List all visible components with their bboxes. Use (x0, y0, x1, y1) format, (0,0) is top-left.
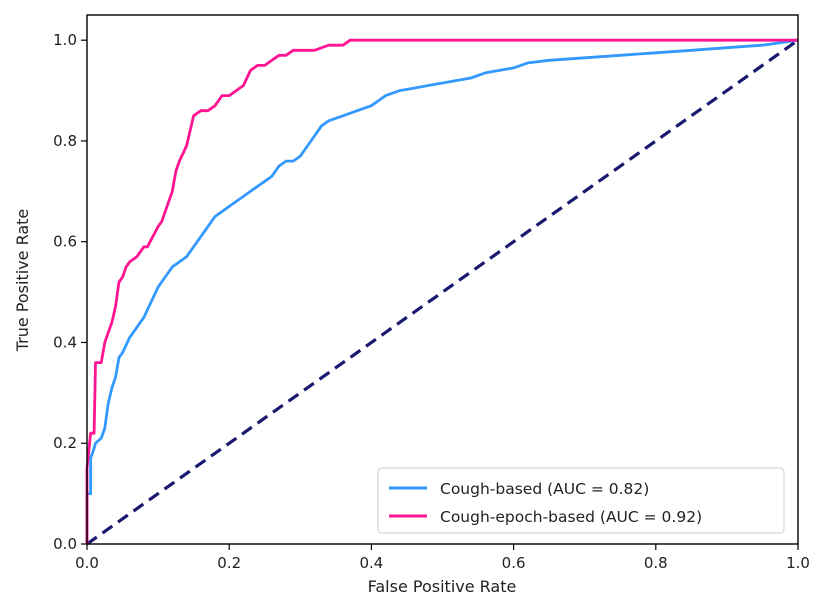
x-tick-label: 0.0 (75, 554, 99, 572)
legend: Cough-based (AUC = 0.82) Cough-epoch-bas… (377, 467, 785, 534)
y-tick-label: 0.6 (53, 233, 77, 251)
y-tick-label: 0.4 (53, 333, 77, 351)
legend-label-cough-epoch-based: Cough-epoch-based (AUC = 0.92) (440, 508, 702, 526)
plot-frame (86, 14, 799, 545)
y-tick-label: 0.2 (53, 434, 77, 452)
y-tick-label: 0.8 (53, 132, 77, 150)
x-tick-label: 1.0 (786, 554, 810, 572)
y-tick-label: 0.0 (53, 535, 77, 553)
series-layer (85, 38, 799, 546)
y-tick-label: 1.0 (53, 31, 77, 49)
series-line-cough-epoch-based (85, 38, 798, 544)
x-tick-label: 0.2 (217, 554, 241, 572)
x-axis-label: False Positive Rate (368, 577, 517, 596)
x-tick-label: 0.6 (502, 554, 526, 572)
y-axis-ticks: 0.0 0.2 0.4 0.6 0.8 1.0 (53, 31, 87, 553)
x-axis-ticks: 0.0 0.2 0.4 0.6 0.8 1.0 (75, 544, 810, 572)
series-line-chance-diagonal (86, 38, 799, 546)
legend-box (377, 467, 785, 534)
x-tick-label: 0.4 (359, 554, 383, 572)
series-line-cough-based (85, 38, 799, 544)
x-tick-label: 0.8 (644, 554, 668, 572)
y-axis-label: True Positive Rate (13, 209, 32, 353)
legend-label-cough-based: Cough-based (AUC = 0.82) (440, 480, 649, 498)
